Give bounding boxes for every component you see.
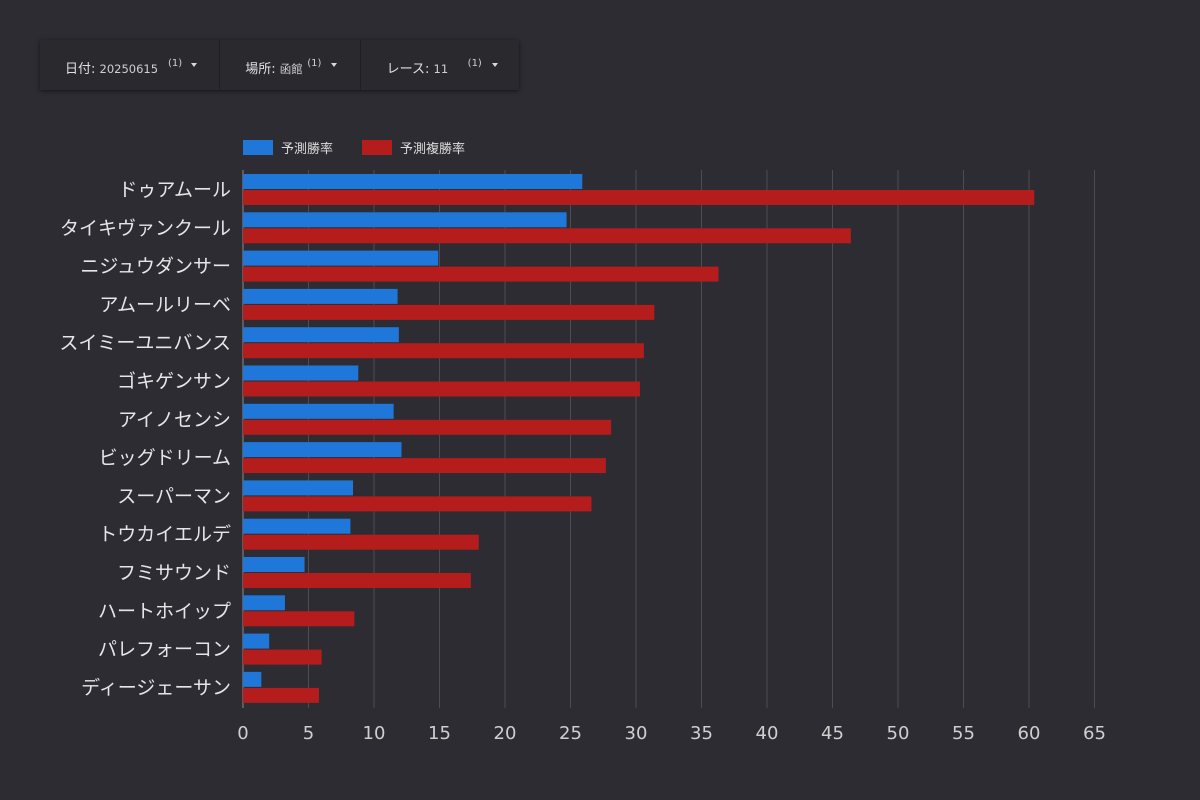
filter-venue-value: 函館: [279, 62, 303, 76]
x-tick-label: 0: [237, 723, 248, 744]
y-axis-labels: ドゥアムールタイキヴァンクールニジュウダンサーアムールリーベスイミーユニバンスゴ…: [59, 179, 231, 699]
category-label: ハートホイップ: [98, 600, 231, 622]
x-tick-label: 55: [952, 723, 975, 744]
bar-place: [243, 343, 644, 359]
filter-venue-count: (1): [307, 58, 322, 69]
x-tick-label: 40: [756, 723, 779, 744]
bar-win: [243, 557, 305, 572]
filter-date[interactable]: 日付: 20250615 (1): [40, 40, 221, 90]
x-tick-label: 5: [303, 723, 314, 744]
bar-place: [243, 419, 612, 435]
bar-place: [243, 190, 1035, 205]
category-label: タイキヴァンクール: [60, 217, 231, 239]
bar-place: [243, 687, 319, 703]
bar-place: [243, 381, 640, 397]
legend-label: 予測勝率: [281, 141, 333, 157]
x-tick-label: 60: [1018, 723, 1041, 744]
x-tick-label: 50: [887, 723, 910, 744]
filter-race-value: 11: [433, 62, 449, 76]
bar-win: [243, 250, 439, 266]
bar-place: [243, 573, 471, 588]
filter-date-value: 20250615: [99, 62, 159, 76]
x-axis-ticks: 0 5 10 15 20 25 30 35 40 45 50 55 60 65: [237, 723, 1106, 744]
filter-race-count: (1): [467, 58, 482, 69]
bar-place: [243, 228, 851, 244]
category-label: ゴキゲンサン: [117, 371, 231, 393]
bar-win: [243, 518, 351, 534]
bar-place: [243, 649, 322, 665]
legend-swatch: [362, 140, 392, 155]
category-label: アムールリーベ: [99, 294, 231, 316]
filter-race[interactable]: レース: 11 (1): [361, 40, 519, 90]
bar-win: [243, 671, 262, 687]
category-label: ドゥアムール: [118, 179, 231, 201]
category-label: ビッグドリーム: [99, 447, 231, 469]
filter-bar: 日付: 20250615 (1) 場所: 函館 (1) レース: 11 (1): [40, 40, 519, 90]
bar-win: [243, 595, 285, 611]
chart-legend: 予測勝率 予測複勝率: [243, 140, 465, 157]
x-tick-label: 20: [494, 723, 517, 744]
filter-venue[interactable]: 場所: 函館 (1): [220, 40, 361, 90]
bar-place: [243, 611, 355, 627]
x-tick-label: 30: [625, 723, 648, 744]
x-tick-label: 35: [690, 723, 713, 744]
chevron-down-icon: [331, 63, 338, 67]
filter-date-count: (1): [168, 58, 183, 69]
legend-swatch: [243, 140, 273, 155]
category-label: アイノセンシ: [118, 409, 231, 431]
bar-win: [243, 288, 398, 304]
category-label: フミサウンド: [117, 562, 231, 584]
x-tick-label: 10: [363, 723, 386, 744]
bar-win: [243, 480, 354, 496]
category-label: スーパーマン: [117, 485, 231, 507]
category-label: パレフォーコン: [98, 639, 231, 661]
bar-win: [243, 365, 359, 381]
bar-place: [243, 304, 655, 320]
chart-bars: [243, 174, 1035, 703]
bar-place: [243, 534, 479, 550]
bar-place: [243, 496, 592, 512]
legend-label: 予測複勝率: [400, 141, 465, 157]
chevron-down-icon: [191, 63, 197, 67]
category-label: ディージェーサン: [81, 677, 231, 699]
chevron-down-icon: [491, 63, 498, 67]
bar-place: [243, 266, 719, 282]
category-label: スイミーユニバンス: [59, 332, 231, 354]
filter-venue-label: 場所: 函館: [245, 62, 303, 77]
filter-date-label: 日付: 20250615: [65, 62, 159, 77]
bar-win: [243, 212, 567, 228]
bar-win: [243, 174, 583, 189]
bar-win: [243, 327, 399, 343]
x-tick-label: 25: [559, 723, 582, 744]
bar-place: [243, 458, 606, 474]
category-label: ニジュウダンサー: [80, 256, 231, 278]
bar-win: [243, 403, 394, 419]
x-tick-label: 65: [1083, 723, 1106, 744]
bar-win: [243, 633, 270, 649]
category-label: トウカイエルデ: [98, 524, 231, 546]
filter-race-label: レース: 11: [386, 62, 449, 77]
x-tick-label: 15: [428, 723, 451, 744]
x-tick-label: 45: [821, 723, 844, 744]
bar-win: [243, 442, 402, 458]
